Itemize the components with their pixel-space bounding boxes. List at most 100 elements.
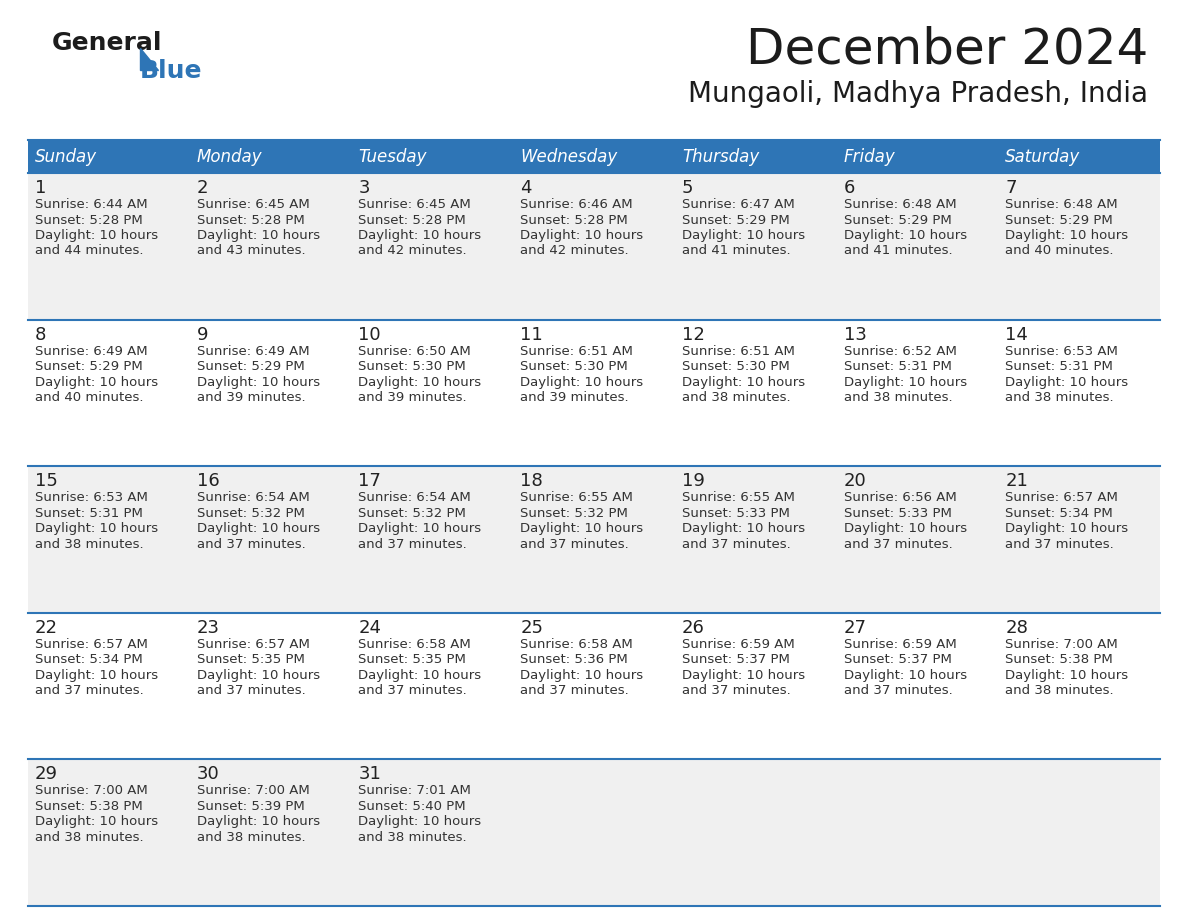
Bar <box>513 319 675 466</box>
Text: Sunrise: 6:54 AM: Sunrise: 6:54 AM <box>197 491 309 504</box>
Text: Sunset: 5:31 PM: Sunset: 5:31 PM <box>34 507 143 520</box>
Text: and 38 minutes.: and 38 minutes. <box>197 831 305 844</box>
Text: and 37 minutes.: and 37 minutes. <box>359 538 467 551</box>
Text: Sunday: Sunday <box>34 148 97 165</box>
Text: Daylight: 10 hours: Daylight: 10 hours <box>34 229 158 242</box>
Text: Mungaoli, Madhya Pradesh, India: Mungaoli, Madhya Pradesh, India <box>688 80 1148 108</box>
Text: Sunset: 5:32 PM: Sunset: 5:32 PM <box>520 507 628 520</box>
Text: Sunrise: 6:46 AM: Sunrise: 6:46 AM <box>520 198 633 211</box>
Text: Sunset: 5:37 PM: Sunset: 5:37 PM <box>682 654 790 666</box>
Text: Daylight: 10 hours: Daylight: 10 hours <box>197 669 320 682</box>
Text: December 2024: December 2024 <box>746 25 1148 73</box>
Text: and 38 minutes.: and 38 minutes. <box>34 538 144 551</box>
Text: Sunrise: 6:58 AM: Sunrise: 6:58 AM <box>359 638 472 651</box>
Text: Sunset: 5:39 PM: Sunset: 5:39 PM <box>197 800 304 813</box>
Text: Blue: Blue <box>140 59 202 83</box>
Text: Daylight: 10 hours: Daylight: 10 hours <box>34 669 158 682</box>
Text: and 40 minutes.: and 40 minutes. <box>34 391 144 404</box>
Text: Sunset: 5:32 PM: Sunset: 5:32 PM <box>359 507 467 520</box>
Text: and 44 minutes.: and 44 minutes. <box>34 244 144 258</box>
Text: Daylight: 10 hours: Daylight: 10 hours <box>197 815 320 828</box>
Bar <box>675 319 836 466</box>
Text: 22: 22 <box>34 619 58 637</box>
Bar <box>998 759 1159 906</box>
Bar <box>675 466 836 613</box>
Text: Friday: Friday <box>843 148 896 165</box>
Text: and 43 minutes.: and 43 minutes. <box>197 244 305 258</box>
Text: Sunrise: 6:55 AM: Sunrise: 6:55 AM <box>682 491 795 504</box>
Text: and 37 minutes.: and 37 minutes. <box>34 684 144 698</box>
Text: 24: 24 <box>359 619 381 637</box>
Bar <box>352 319 513 466</box>
Text: 13: 13 <box>843 326 866 343</box>
Text: and 38 minutes.: and 38 minutes. <box>843 391 953 404</box>
Text: 4: 4 <box>520 179 532 197</box>
Text: Saturday: Saturday <box>1005 148 1081 165</box>
Text: and 37 minutes.: and 37 minutes. <box>197 684 305 698</box>
Text: Daylight: 10 hours: Daylight: 10 hours <box>359 522 481 535</box>
Bar <box>675 759 836 906</box>
Polygon shape <box>140 48 158 70</box>
Text: 27: 27 <box>843 619 866 637</box>
Bar <box>352 613 513 759</box>
Bar <box>998 173 1159 319</box>
Text: Daylight: 10 hours: Daylight: 10 hours <box>1005 669 1129 682</box>
Text: Daylight: 10 hours: Daylight: 10 hours <box>197 229 320 242</box>
Text: Daylight: 10 hours: Daylight: 10 hours <box>520 522 643 535</box>
Text: Daylight: 10 hours: Daylight: 10 hours <box>359 229 481 242</box>
Text: and 37 minutes.: and 37 minutes. <box>682 684 790 698</box>
Bar <box>190 466 352 613</box>
Text: Sunrise: 6:53 AM: Sunrise: 6:53 AM <box>1005 344 1118 358</box>
Text: Sunrise: 7:00 AM: Sunrise: 7:00 AM <box>34 784 147 798</box>
Text: Sunrise: 6:49 AM: Sunrise: 6:49 AM <box>34 344 147 358</box>
Text: and 38 minutes.: and 38 minutes. <box>1005 684 1114 698</box>
Bar <box>675 173 836 319</box>
Text: 3: 3 <box>359 179 369 197</box>
Bar <box>29 613 190 759</box>
Text: Sunset: 5:28 PM: Sunset: 5:28 PM <box>520 214 628 227</box>
Text: Sunrise: 6:50 AM: Sunrise: 6:50 AM <box>359 344 472 358</box>
Text: Daylight: 10 hours: Daylight: 10 hours <box>843 375 967 388</box>
Text: 14: 14 <box>1005 326 1028 343</box>
Text: Sunrise: 6:56 AM: Sunrise: 6:56 AM <box>843 491 956 504</box>
Text: and 37 minutes.: and 37 minutes. <box>682 538 790 551</box>
Text: Daylight: 10 hours: Daylight: 10 hours <box>1005 229 1129 242</box>
Text: 1: 1 <box>34 179 46 197</box>
Text: Sunrise: 6:57 AM: Sunrise: 6:57 AM <box>197 638 310 651</box>
Bar <box>513 466 675 613</box>
Text: 20: 20 <box>843 472 866 490</box>
Text: Daylight: 10 hours: Daylight: 10 hours <box>197 522 320 535</box>
Text: and 37 minutes.: and 37 minutes. <box>843 538 953 551</box>
Bar <box>513 759 675 906</box>
Bar <box>998 613 1159 759</box>
Bar <box>29 466 190 613</box>
Text: Sunset: 5:36 PM: Sunset: 5:36 PM <box>520 654 628 666</box>
Text: and 37 minutes.: and 37 minutes. <box>197 538 305 551</box>
Bar <box>836 173 998 319</box>
Bar <box>352 466 513 613</box>
Bar <box>836 613 998 759</box>
Text: Daylight: 10 hours: Daylight: 10 hours <box>359 669 481 682</box>
Text: and 38 minutes.: and 38 minutes. <box>682 391 790 404</box>
Text: Sunrise: 6:51 AM: Sunrise: 6:51 AM <box>682 344 795 358</box>
Bar <box>352 759 513 906</box>
Text: and 37 minutes.: and 37 minutes. <box>520 538 628 551</box>
Text: and 37 minutes.: and 37 minutes. <box>359 684 467 698</box>
Text: Sunrise: 6:58 AM: Sunrise: 6:58 AM <box>520 638 633 651</box>
Text: Sunrise: 6:54 AM: Sunrise: 6:54 AM <box>359 491 472 504</box>
Bar <box>836 140 998 173</box>
Text: 28: 28 <box>1005 619 1028 637</box>
Text: 15: 15 <box>34 472 58 490</box>
Bar <box>513 173 675 319</box>
Text: Daylight: 10 hours: Daylight: 10 hours <box>359 815 481 828</box>
Text: Sunset: 5:38 PM: Sunset: 5:38 PM <box>1005 654 1113 666</box>
Text: Daylight: 10 hours: Daylight: 10 hours <box>843 522 967 535</box>
Text: and 39 minutes.: and 39 minutes. <box>359 391 467 404</box>
Text: 29: 29 <box>34 766 58 783</box>
Text: Sunrise: 6:47 AM: Sunrise: 6:47 AM <box>682 198 795 211</box>
Text: Sunrise: 6:45 AM: Sunrise: 6:45 AM <box>359 198 472 211</box>
Text: and 42 minutes.: and 42 minutes. <box>520 244 628 258</box>
Text: 11: 11 <box>520 326 543 343</box>
Bar <box>352 173 513 319</box>
Bar <box>513 613 675 759</box>
